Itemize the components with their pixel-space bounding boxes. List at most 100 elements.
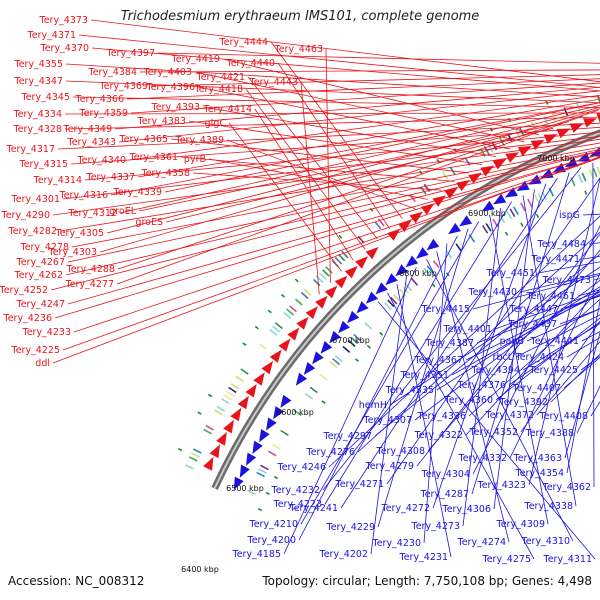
reverse-gene-label[interactable]: Tery_4323 [477,480,527,491]
reverse-gene-label[interactable]: Tery_4272 [381,503,431,514]
reverse-gene-label[interactable]: Tery_4388 [525,428,575,439]
reverse-gene-label[interactable]: Tery_4273 [411,521,461,532]
reverse-gene-label[interactable]: Tery_4241 [289,503,339,514]
reverse-gene-label[interactable]: Tery_4274 [457,537,507,548]
reverse-gene-label[interactable]: Tery_4311 [543,554,593,565]
reverse-gene-label[interactable]: hemH [359,400,387,411]
reverse-gene-label[interactable]: Tery_4230 [372,538,422,549]
forward-gene-label[interactable]: Tery_4345 [21,92,71,103]
forward-gene-label[interactable]: Tery_4288 [66,264,116,275]
reverse-gene-label[interactable]: Tery_4279 [365,461,415,472]
forward-gene-label[interactable]: Tery_4384 [88,67,138,78]
forward-gene-label[interactable]: pyrB [184,154,206,165]
reverse-gene-label[interactable]: Tery_4335 [385,385,435,396]
reverse-gene-label[interactable]: rbcL [493,352,514,363]
reverse-gene-label[interactable]: Tery_4200 [247,535,297,546]
forward-gene-label[interactable]: Tery_4252 [0,285,48,296]
reverse-gene-label[interactable]: Tery_4372 [485,410,535,421]
reverse-gene-label[interactable]: Tery_4471 [531,254,581,265]
forward-gene-label[interactable]: Tery_4366 [75,94,125,105]
forward-gene-label[interactable]: Tery_4444 [219,37,269,48]
forward-gene-label[interactable]: Tery_4358 [141,168,191,179]
forward-gene-label[interactable]: Tery_4303 [48,247,98,258]
reverse-gene-label[interactable]: Tery_4306 [442,504,492,515]
reverse-gene-label[interactable]: Tery_4441 [530,336,580,347]
reverse-gene-label[interactable]: Tery_4354 [515,468,565,479]
forward-gene-label[interactable]: Tery_4419 [171,54,221,65]
forward-gene-label[interactable]: Tery_4343 [67,137,117,148]
forward-gene-label[interactable]: Tery_4369 [99,81,149,92]
forward-gene-label[interactable]: Tery_4301 [11,194,61,205]
reverse-gene-label[interactable]: Tery_4451 [486,268,536,279]
reverse-gene-label[interactable]: Tery_4246 [277,462,327,473]
reverse-gene-label[interactable]: Tery_4297 [323,431,373,442]
forward-gene-label[interactable]: Tery_4397 [106,48,156,59]
forward-gene-label[interactable]: Tery_4373 [39,15,89,26]
reverse-gene-label[interactable]: panB [500,336,524,347]
forward-gene-label[interactable]: Tery_4370 [40,43,90,54]
forward-gene-label[interactable]: Tery_4443 [249,77,299,88]
forward-gene-label[interactable]: Tery_4359 [79,108,129,119]
forward-gene-label[interactable]: Tery_4314 [33,175,83,186]
forward-gene-label[interactable]: Tery_4337 [86,172,136,183]
reverse-gene-label[interactable]: Tery_4360 [444,395,494,406]
forward-gene-label[interactable]: Tery_4421 [196,72,246,83]
reverse-gene-label[interactable]: Tery_4275 [482,554,532,565]
reverse-gene-label[interactable]: Tery_4322 [414,430,464,441]
reverse-gene-label[interactable]: Tery_4408 [539,411,589,422]
forward-gene-label[interactable]: Tery_4371 [27,30,77,41]
forward-gene-label[interactable]: Tery_4267 [16,257,66,268]
forward-gene-label[interactable]: ddl [35,358,50,369]
forward-gene-label[interactable]: Tery_4463 [274,44,324,55]
forward-gene-label[interactable]: Tery_4361 [129,152,179,163]
reverse-gene-label[interactable]: Tery_4424 [515,352,565,363]
reverse-gene-label[interactable]: Tery_4387 [425,338,475,349]
reverse-gene-label[interactable]: Tery_4210 [249,519,299,530]
forward-gene-label[interactable]: Tery_4277 [65,279,115,290]
forward-gene-label[interactable]: Tery_4315 [19,159,69,170]
forward-gene-label[interactable]: Tery_4347 [14,76,64,87]
forward-gene-label[interactable]: Tery_4393 [151,102,201,113]
reverse-gene-label[interactable]: Tery_4376 [457,380,507,391]
forward-gene-label[interactable]: Tery_4317 [6,144,56,155]
reverse-gene-label[interactable]: Tery_4447 [509,304,559,315]
reverse-gene-label[interactable]: Tery_4308 [376,446,426,457]
reverse-gene-label[interactable]: Tery_4367 [414,355,464,366]
reverse-gene-label[interactable]: Tery_4351 [400,370,450,381]
forward-gene-label[interactable]: Tery_4278 [20,242,70,253]
reverse-gene-label[interactable]: Tery_4310 [521,536,571,547]
reverse-gene-label[interactable]: Tery_4332 [458,453,508,464]
forward-gene-label[interactable]: Tery_4403 [143,67,193,78]
forward-gene-label[interactable]: groEL [109,206,137,217]
forward-gene-label[interactable]: glgC [205,118,227,129]
reverse-gene-label[interactable]: Tery_4287 [420,489,470,500]
reverse-gene-label[interactable]: Tery_4401 [443,324,493,335]
reverse-gene-label[interactable]: Tery_4231 [399,552,449,563]
forward-gene-label[interactable]: Tery_4339 [113,187,163,198]
forward-gene-label[interactable]: Tery_4334 [13,109,63,120]
reverse-gene-label[interactable]: Tery_4484 [537,239,587,250]
reverse-gene-label[interactable]: Tery_4309 [496,519,546,530]
forward-gene-label[interactable]: Tery_4290 [1,210,51,221]
forward-gene-label[interactable]: Tery_4365 [119,134,169,145]
reverse-gene-label[interactable]: Tery_4407 [512,383,562,394]
forward-gene-label[interactable]: Tery_4282 [8,226,58,237]
reverse-gene-label[interactable]: Tery_4276 [306,447,356,458]
forward-gene-label[interactable]: Tery_4247 [16,299,66,310]
forward-gene-label[interactable]: Tery_4389 [175,135,225,146]
reverse-gene-label[interactable]: Tery_4223 [273,499,323,510]
forward-gene-label[interactable]: Tery_4225 [11,345,61,356]
reverse-gene-label[interactable]: Tery_4336 [417,411,467,422]
forward-gene-label[interactable]: Tery_4383 [137,116,187,127]
forward-gene-label[interactable]: Tery_4414 [203,104,253,115]
reverse-gene-label[interactable]: Tery_4185 [232,549,282,560]
forward-gene-label[interactable]: groES [135,217,163,228]
reverse-gene-label[interactable]: Tery_4338 [524,501,574,512]
reverse-gene-label[interactable]: Tery_4473 [542,275,592,286]
forward-gene-label[interactable]: Tery_4418 [194,84,244,95]
forward-gene-label[interactable]: Tery_4312 [68,208,118,219]
reverse-gene-label[interactable]: Tery_4307 [363,415,413,426]
reverse-gene-label[interactable]: Tery_4394 [471,365,521,376]
reverse-gene-label[interactable]: Tery_4430 [468,287,518,298]
forward-gene-label[interactable]: Tery_4328 [13,124,63,135]
